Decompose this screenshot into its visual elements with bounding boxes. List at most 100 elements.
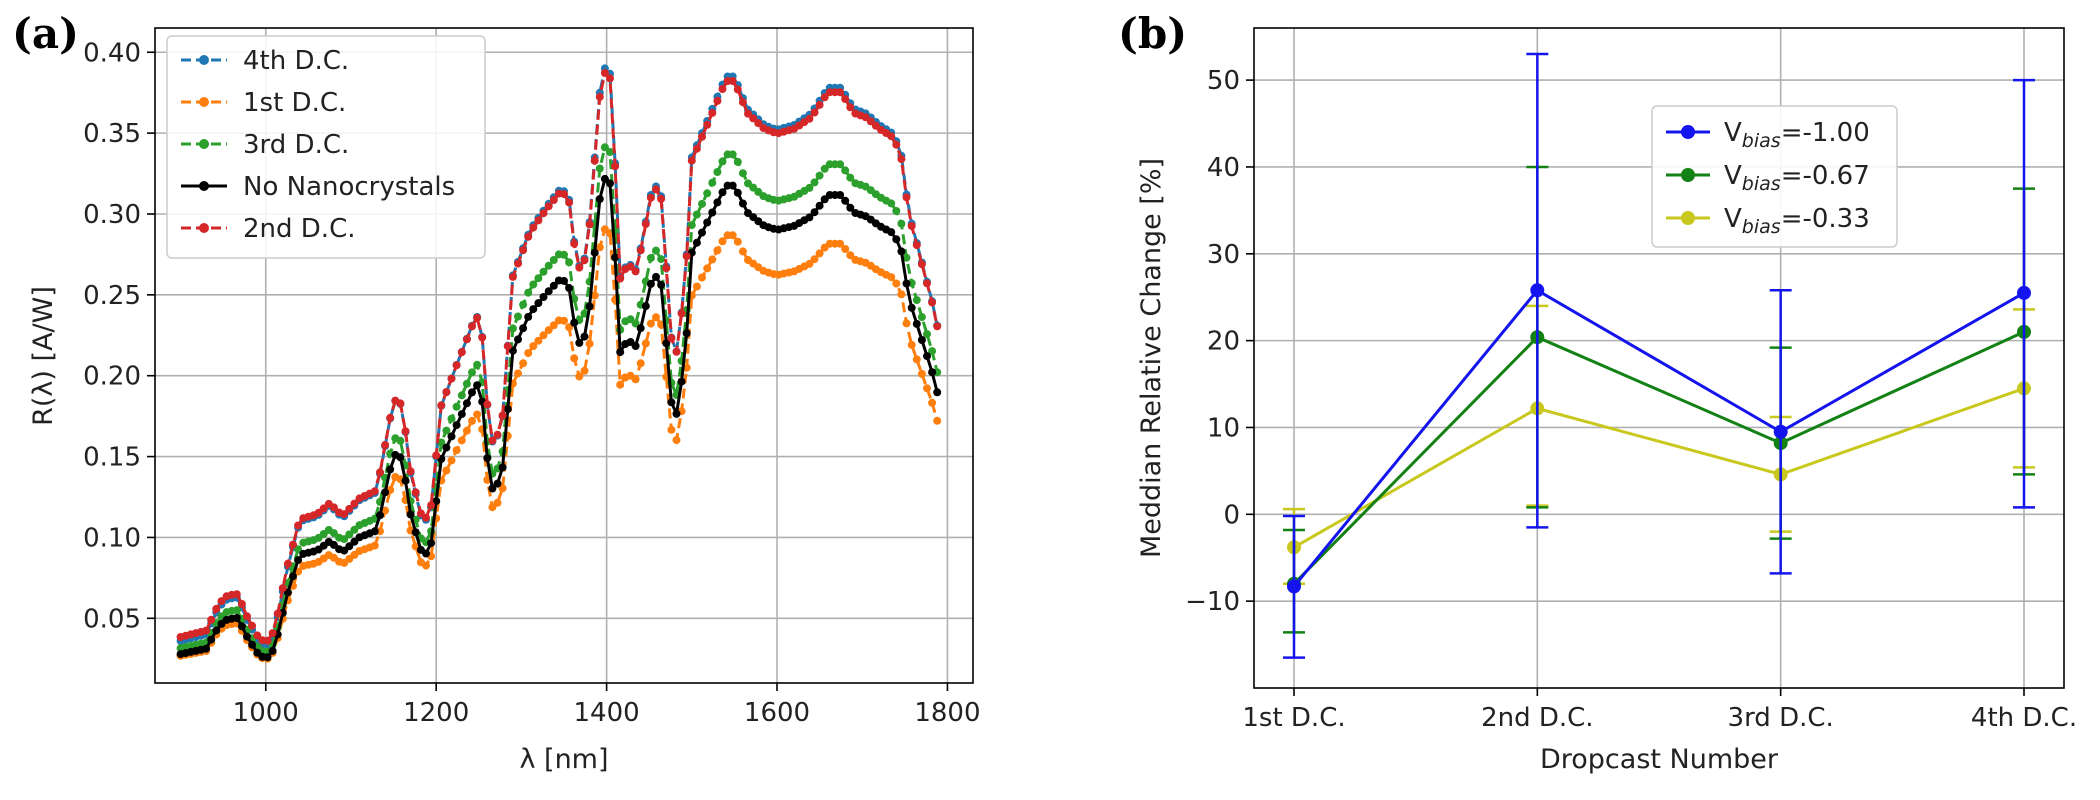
data-point	[815, 249, 824, 258]
data-point	[805, 183, 814, 192]
data-point	[468, 322, 476, 331]
data-point	[687, 221, 696, 230]
data-point	[447, 374, 456, 383]
data-point	[289, 540, 297, 549]
data-point	[708, 108, 717, 117]
data-point	[887, 132, 896, 141]
data-point	[892, 140, 901, 149]
data-point	[912, 241, 921, 250]
data-point	[892, 207, 901, 215]
data-point	[514, 369, 522, 378]
data-point	[570, 318, 579, 327]
legend-label: 4th D.C.	[243, 46, 349, 76]
data-point	[452, 446, 461, 455]
data-point	[442, 466, 451, 475]
data-point	[503, 405, 512, 414]
data-point	[580, 332, 589, 341]
data-point	[294, 545, 303, 554]
data-point	[381, 488, 390, 497]
data-point	[237, 622, 246, 631]
data-point	[698, 273, 706, 282]
data-point	[452, 361, 461, 370]
legend-label: Vbias=-0.33	[1724, 204, 1870, 238]
data-point	[928, 398, 937, 407]
data-point	[600, 69, 609, 77]
data-point	[243, 612, 251, 621]
data-point	[243, 632, 251, 641]
data-point	[411, 528, 420, 537]
data-point	[841, 245, 850, 253]
data-point	[488, 484, 497, 493]
data-point	[207, 635, 216, 644]
data-point	[687, 156, 696, 165]
data-point	[646, 193, 655, 202]
data-point	[519, 324, 528, 333]
data-point	[294, 521, 303, 530]
series-line	[1292, 330, 2025, 585]
data-point	[473, 381, 482, 390]
data-point	[698, 132, 706, 141]
data-point	[376, 511, 384, 520]
data-point	[892, 235, 901, 244]
data-point	[652, 313, 660, 322]
data-point	[810, 255, 819, 264]
data-point	[432, 451, 441, 460]
data-point	[462, 335, 471, 344]
panel-a-ytick-label: 0.10	[83, 523, 141, 553]
data-point	[396, 436, 405, 445]
data-point	[606, 148, 614, 156]
data-point	[713, 246, 722, 255]
data-point	[626, 262, 635, 271]
data-point	[268, 629, 277, 638]
data-point	[708, 255, 717, 264]
data-point	[549, 281, 558, 290]
data-point	[738, 98, 747, 107]
data-point	[933, 416, 942, 425]
data-point	[810, 108, 819, 117]
panel-b-frame	[1253, 27, 2065, 689]
data-point	[667, 425, 676, 434]
data-point	[672, 436, 681, 445]
data-point	[917, 336, 926, 344]
legend-marker	[199, 97, 209, 107]
data-point	[810, 178, 819, 187]
data-point	[263, 636, 272, 645]
series-line	[1292, 288, 2025, 588]
data-point	[677, 377, 686, 386]
data-point	[381, 441, 390, 449]
data-point	[698, 228, 706, 237]
data-point	[345, 530, 354, 539]
data-point	[437, 401, 446, 410]
data-point	[386, 413, 395, 422]
data-point	[570, 354, 579, 363]
data-point	[887, 273, 896, 282]
panel-b-xtick-label: 2nd D.C.	[1481, 703, 1594, 733]
data-point	[534, 336, 543, 345]
data-point	[590, 248, 599, 257]
data-point	[738, 247, 747, 256]
data-point	[457, 436, 466, 445]
data-point	[902, 193, 911, 202]
data-point	[442, 426, 451, 435]
data-point	[508, 272, 517, 281]
data-point	[667, 334, 676, 343]
data-point	[590, 291, 599, 300]
data-point	[422, 513, 430, 522]
data-point	[580, 256, 589, 265]
data-point	[754, 119, 763, 128]
data-point	[473, 410, 482, 419]
data-point	[457, 348, 466, 357]
data-point	[836, 191, 845, 199]
data-point	[565, 198, 574, 207]
series-no-nanocrystals	[176, 174, 942, 662]
data-point	[524, 349, 533, 358]
data-point	[646, 279, 655, 288]
panel-a-xtick-label: 1000	[233, 698, 299, 728]
data-point	[636, 246, 645, 255]
data-point	[902, 253, 911, 262]
data-point	[718, 188, 727, 197]
data-point	[519, 246, 528, 255]
data-point	[805, 259, 814, 268]
data-point	[585, 220, 594, 229]
